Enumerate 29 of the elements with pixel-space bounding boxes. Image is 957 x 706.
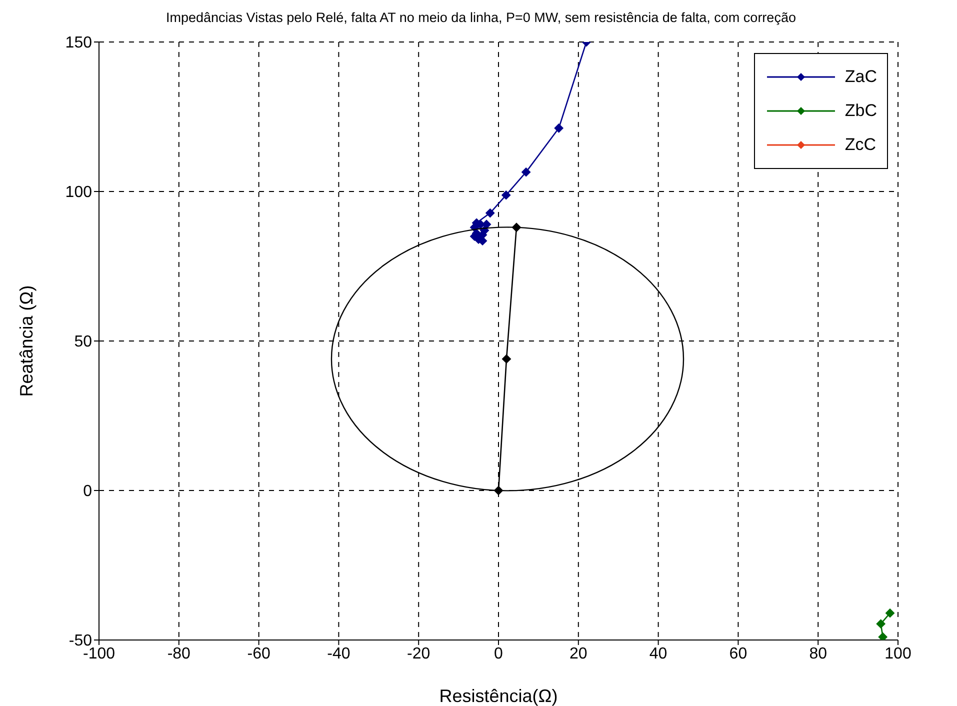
x-tick-label: -60 <box>247 645 270 662</box>
x-tick-label: -40 <box>327 645 350 662</box>
point <box>878 632 888 640</box>
point <box>554 124 564 133</box>
x-axis-title: Resistência(Ω) <box>439 686 558 706</box>
x-tick-label: 80 <box>809 645 828 662</box>
point <box>502 190 511 200</box>
point <box>886 608 895 618</box>
y-tick-label: 0 <box>83 483 92 500</box>
x-tick-label: 60 <box>729 645 748 662</box>
point <box>486 208 495 218</box>
y-tick-label: 50 <box>74 334 92 351</box>
x-tick-label: 100 <box>884 645 912 662</box>
x-tick-label: 0 <box>494 645 504 662</box>
y-tick-label: 150 <box>65 34 92 52</box>
chart-title: Impedâncias Vistas pelo Relé, falta AT no meio da linha, P=0 MW, sem resistência de falta, com correção <box>165 10 797 25</box>
x-tick-label: 20 <box>570 645 588 662</box>
y-axis-title: Reatância (Ω) <box>16 285 36 397</box>
legend-label: ZaC <box>844 67 877 87</box>
x-tick-label: -20 <box>407 645 430 662</box>
x-tick-label: 40 <box>649 645 668 662</box>
legend-label: ZcC <box>844 135 876 155</box>
y-tick-label: 100 <box>65 184 92 202</box>
point <box>876 619 886 628</box>
legend-label: ZbC <box>844 101 877 121</box>
point <box>502 354 511 364</box>
point <box>522 168 531 177</box>
x-tick-label: -80 <box>167 645 191 662</box>
x-tick-label: -100 <box>82 645 116 662</box>
